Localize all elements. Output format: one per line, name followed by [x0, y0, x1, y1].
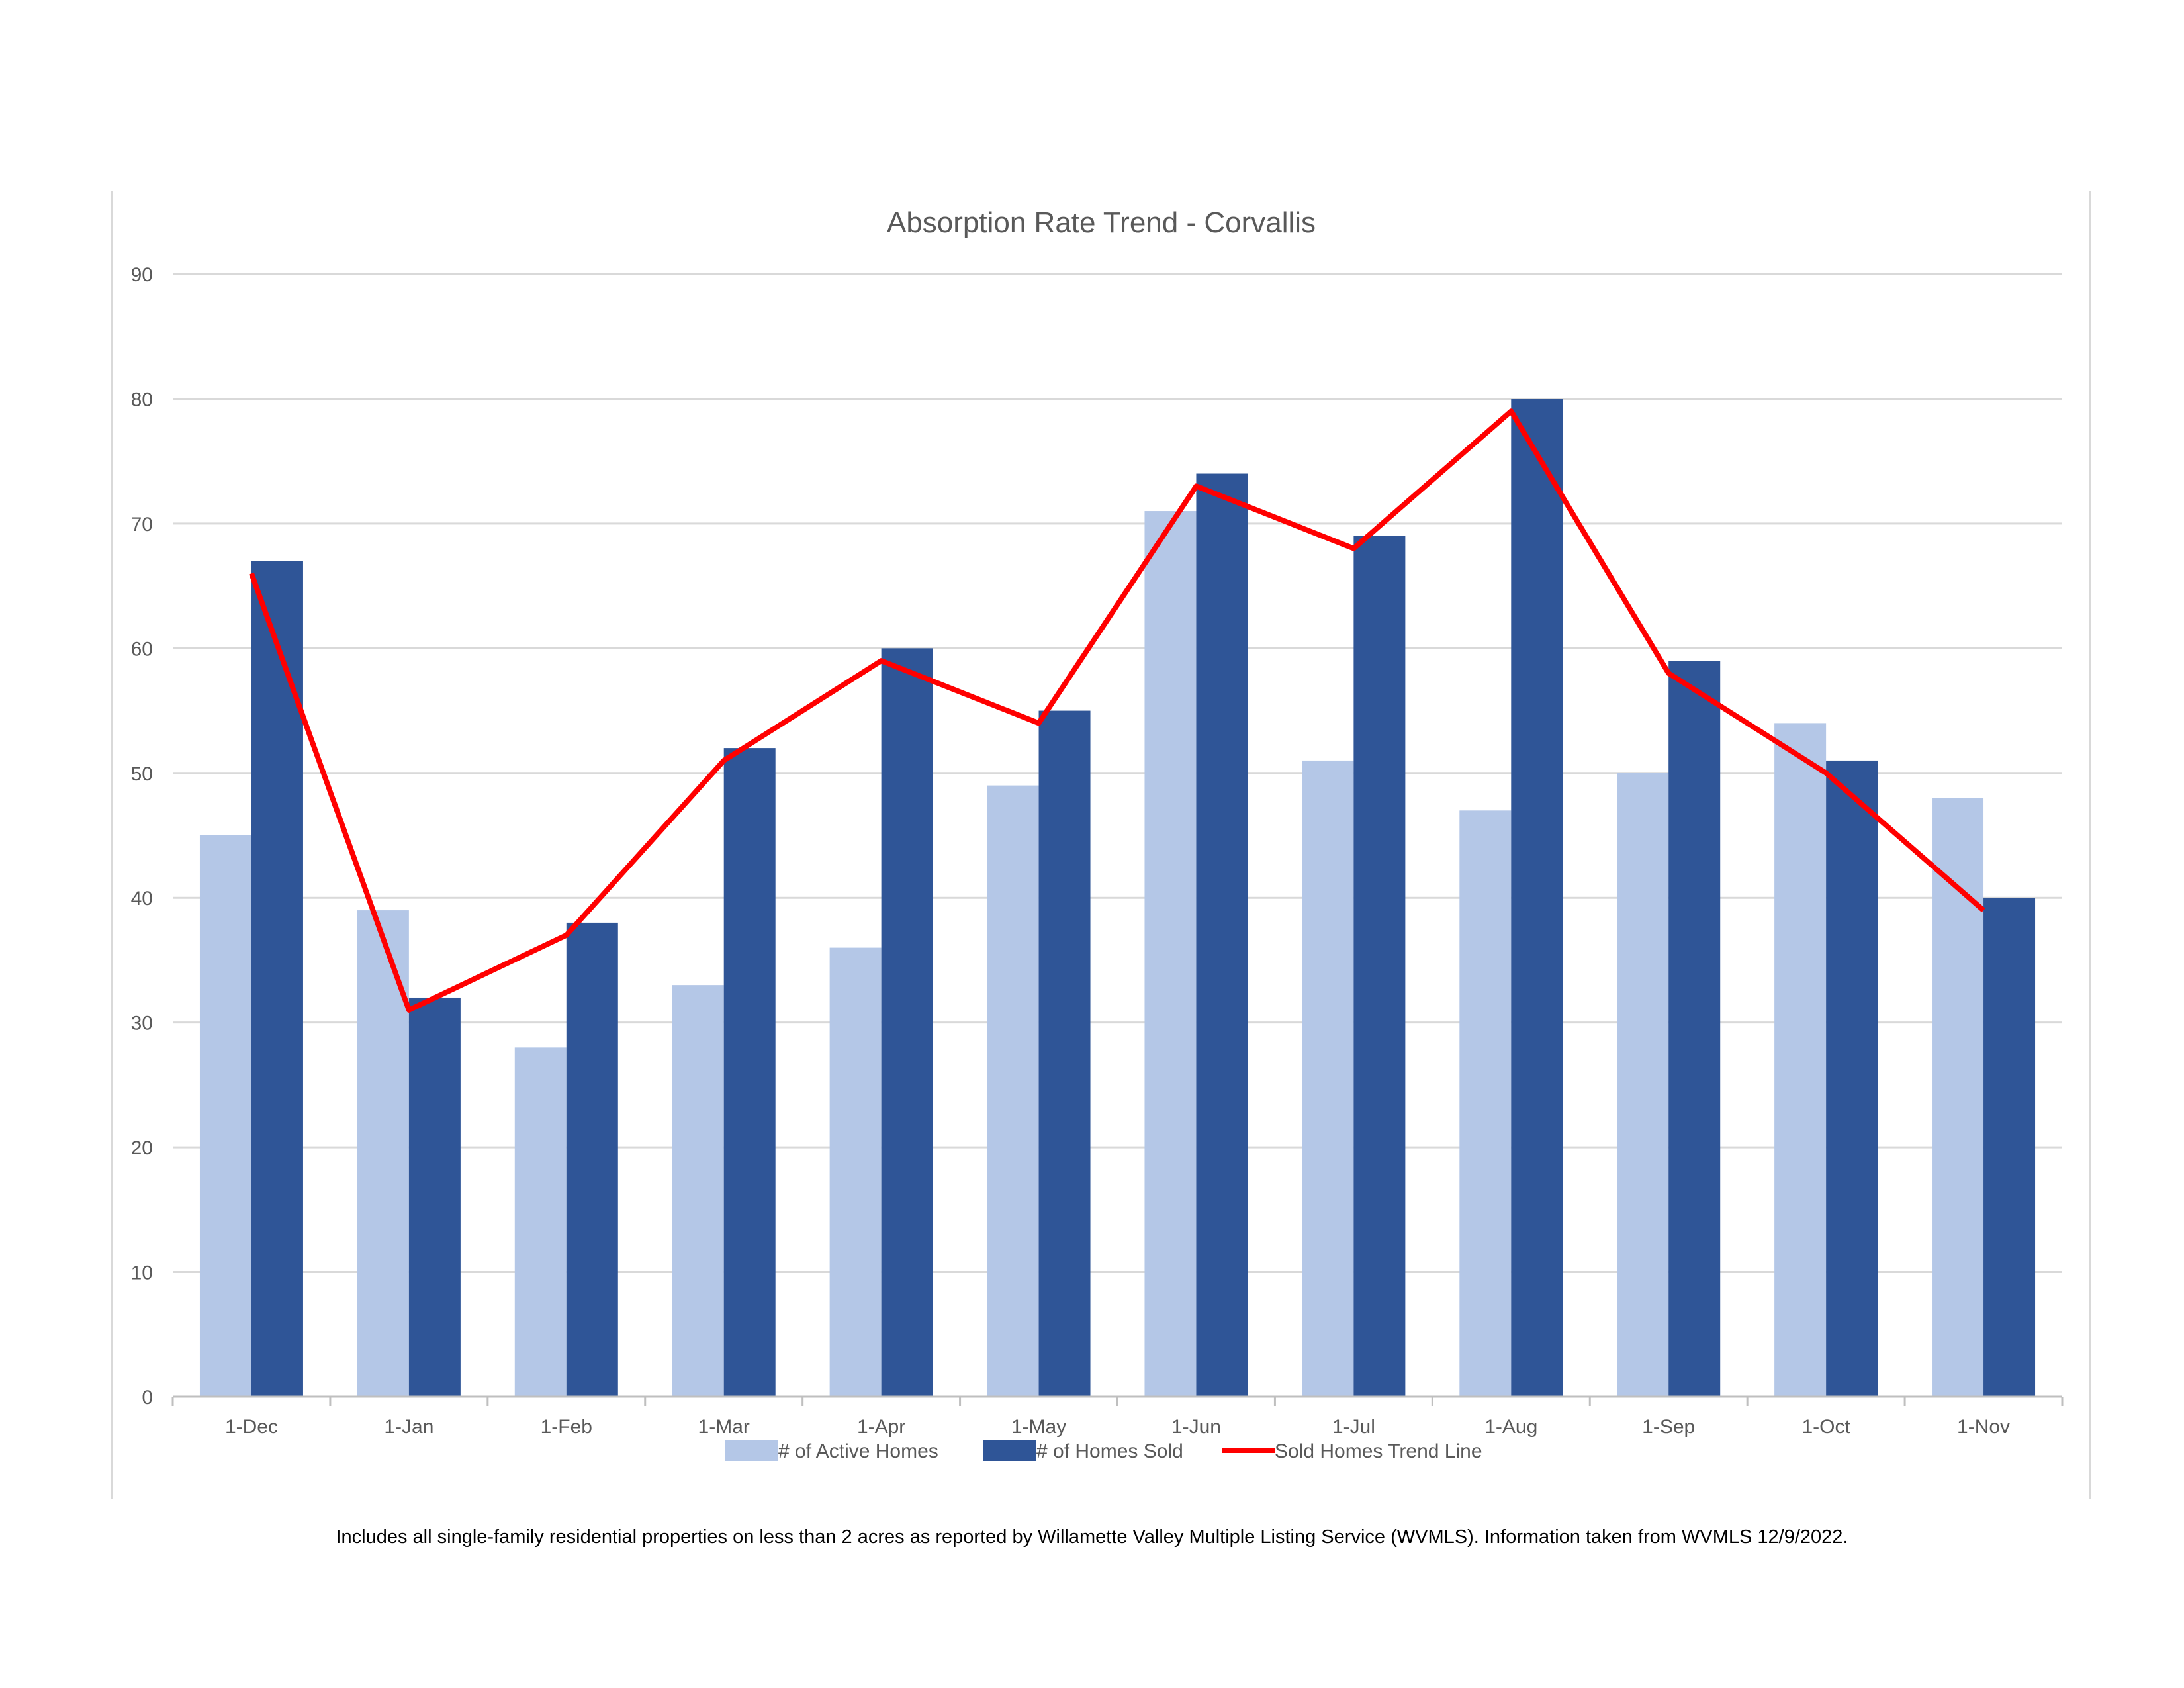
homes-sold-bar — [408, 997, 461, 1397]
x-tick-label: 1-Dec — [225, 1416, 278, 1438]
active-homes-bar — [1617, 773, 1669, 1397]
x-tick-label: 1-Feb — [541, 1416, 592, 1438]
active-homes-bar — [1932, 798, 1984, 1397]
legend-swatch — [725, 1440, 778, 1461]
homes-sold-bar — [1511, 399, 1563, 1397]
x-tick-label: 1-Mar — [698, 1416, 750, 1438]
x-axis — [171, 1395, 2064, 1406]
y-tick-label: 20 — [131, 1137, 153, 1159]
y-tick-label: 60 — [131, 638, 153, 660]
y-tick-label: 0 — [142, 1387, 153, 1409]
y-tick-label: 70 — [131, 514, 153, 536]
legend: # of Active Homes # of Homes Sold Sold Hom… — [725, 1440, 1482, 1462]
gridlines — [173, 273, 2062, 1274]
x-axis-ticks: 1-Dec 1-Jan 1-Feb 1-Mar 1-Apr 1-May 1-Jun 1-Jul… — [225, 1416, 2010, 1438]
bars — [199, 399, 2036, 1397]
legend-entry-trend-line: Sold Homes Trend Line — [1222, 1440, 1482, 1462]
x-tick-label: 1-Aug — [1484, 1416, 1537, 1438]
x-tick-label: 1-Sep — [1642, 1416, 1695, 1438]
active-homes-bar — [1774, 723, 1827, 1397]
homes-sold-bar — [1668, 661, 1721, 1397]
homes-sold-bar — [881, 648, 933, 1397]
x-tick-label: 1-Oct — [1801, 1416, 1850, 1438]
x-tick-label: 1-Apr — [857, 1416, 905, 1438]
active-homes-bar — [672, 985, 724, 1397]
legend-label: # of Homes Sold — [1036, 1440, 1183, 1462]
x-tick-label: 1-Jan — [384, 1416, 433, 1438]
chart-title: Absorption Rate Trend - Corvallis — [887, 207, 1316, 239]
homes-sold-bar — [566, 922, 618, 1397]
y-axis-ticks: 0 10 20 30 40 50 60 70 80 90 — [131, 264, 153, 1409]
active-homes-bar — [987, 785, 1039, 1397]
homes-sold-bar — [251, 561, 303, 1397]
y-tick-label: 90 — [131, 264, 153, 286]
homes-sold-bar — [1196, 473, 1248, 1397]
homes-sold-bar — [1983, 898, 2036, 1397]
legend-swatch — [983, 1440, 1036, 1461]
y-tick-label: 30 — [131, 1013, 153, 1035]
footnote: Includes all single-family residential p… — [336, 1526, 1848, 1548]
homes-sold-bar — [1826, 760, 1878, 1397]
x-tick-label: 1-Nov — [1957, 1416, 2010, 1438]
homes-sold-bar — [1038, 710, 1091, 1397]
chart-svg: Absorption Rate Trend - Corvallis 0 10 20 3… — [131, 207, 2064, 1462]
active-homes-bar — [199, 835, 251, 1397]
sold-homes-trend-line — [249, 408, 1985, 1013]
y-tick-label: 80 — [131, 389, 153, 410]
active-homes-bar — [1302, 760, 1354, 1397]
y-tick-label: 50 — [131, 763, 153, 785]
x-tick-label: 1-May — [1011, 1416, 1066, 1438]
legend-label: Sold Homes Trend Line — [1275, 1440, 1482, 1462]
legend-entry-active-homes: # of Active Homes — [725, 1440, 938, 1462]
trend-line-layer — [249, 408, 1985, 1013]
y-tick-label: 10 — [131, 1262, 153, 1284]
homes-sold-bar — [723, 748, 776, 1397]
homes-sold-bar — [1353, 536, 1406, 1397]
x-tick-label: 1-Jun — [1171, 1416, 1221, 1438]
chart-frame: Absorption Rate Trend - Corvallis 0 10 20 3… — [111, 191, 2091, 1499]
active-homes-bar — [829, 947, 882, 1397]
active-homes-bar — [1459, 810, 1512, 1397]
legend-entry-homes-sold: # of Homes Sold — [983, 1440, 1183, 1462]
legend-label: # of Active Homes — [778, 1440, 938, 1462]
active-homes-bar — [514, 1047, 567, 1397]
y-tick-label: 40 — [131, 888, 153, 910]
x-tick-label: 1-Jul — [1332, 1416, 1375, 1438]
active-homes-bar — [1144, 511, 1197, 1397]
